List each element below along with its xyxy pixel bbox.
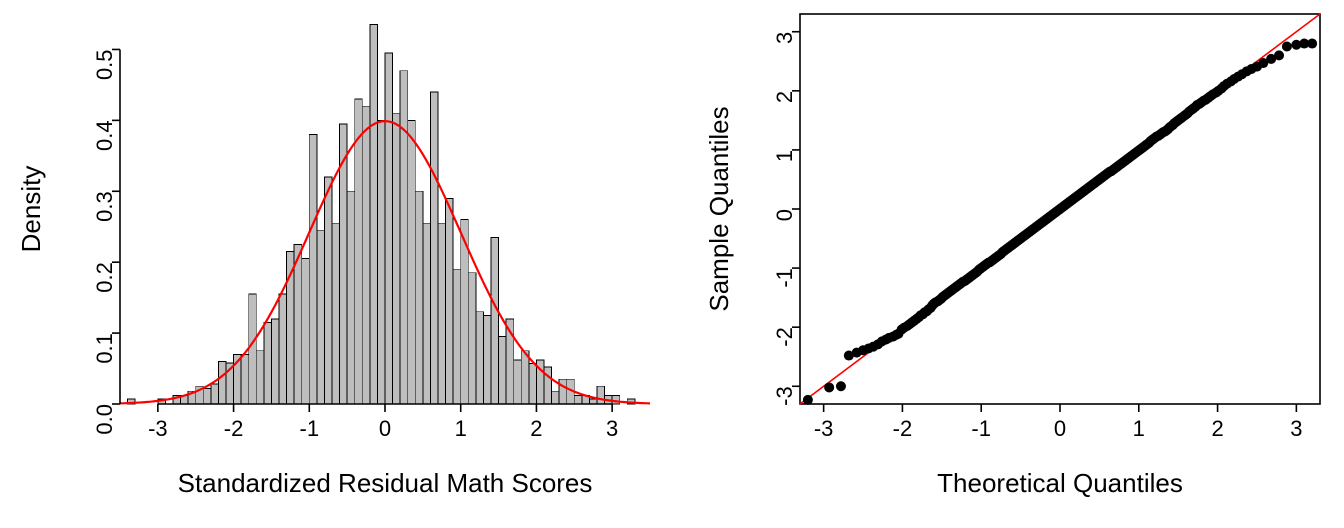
histogram-bar [612,395,620,404]
histogram-bar [317,230,325,404]
histogram-bar [491,237,499,404]
histogram-bar [529,364,537,404]
histogram-bar [408,120,416,404]
histogram-bar [324,177,332,404]
qq-point [1274,50,1284,60]
x-axis-label: Standardized Residual Math Scores [178,468,593,498]
y-axis-label: Sample Quantiles [704,106,734,311]
histogram-bar [559,379,567,404]
x-tick-label: -3 [148,416,168,441]
histogram-bar [264,322,272,404]
y-tick-label: 0.1 [92,333,117,364]
histogram-bar [203,388,211,404]
x-tick-label: 2 [1211,416,1223,441]
x-axis-label: Theoretical Quantiles [937,468,1183,498]
y-tick-label: 3 [772,32,797,44]
x-tick-label: 0 [379,416,391,441]
histogram-bar [241,354,249,404]
histogram-bar [400,71,408,404]
histogram-bar [468,273,476,404]
figure-canvas: -3 -2 -1 0 1 2 3 0.0 0.1 0.2 0.3 0.4 0.5 Standardized… [0,0,1344,528]
qq-point [836,381,846,391]
qq-point [1307,39,1317,49]
y-tick-label: 0.5 [92,49,117,80]
histogram-bar [279,294,287,404]
histogram-bar [521,351,529,404]
histogram-bar [574,395,582,404]
histogram-bar [597,386,605,404]
y-axis-label: Density [16,166,46,253]
x-tick-label: 0 [1054,416,1066,441]
x-tick-label: -2 [893,416,913,441]
x-tick-label: -1 [300,416,320,441]
histogram-bar [218,361,226,404]
histogram-bar [370,25,378,404]
y-tick-label: -3 [772,386,797,406]
y-tick-label: 0 [772,209,797,221]
histogram-bar [309,135,317,404]
histogram-bar [483,315,491,404]
histogram-bar [355,99,363,404]
y-tick-label: 0.3 [92,191,117,222]
histogram-bar [332,223,340,404]
x-tick-label: 3 [1290,416,1302,441]
histogram-bar [453,269,461,404]
histogram-bar [256,351,264,404]
histogram-bar [446,198,454,404]
figure-svg: -3 -2 -1 0 1 2 3 0.0 0.1 0.2 0.3 0.4 0.5 Standardized… [0,0,1344,528]
histogram-panel: -3 -2 -1 0 1 2 3 0.0 0.1 0.2 0.3 0.4 0.5 Standardized… [16,25,650,498]
y-tick-label: 0.4 [92,120,117,151]
x-tick-label: -2 [224,416,244,441]
qq-point [1282,42,1292,52]
histogram-bar [476,312,484,404]
histogram-bar [302,259,310,404]
y-tick-label: -1 [772,268,797,288]
y-tick-label: 2 [772,91,797,103]
y-tick-label: 0.2 [92,262,117,293]
histogram-bar [552,391,560,404]
histogram-bar [415,191,423,404]
histogram-bar [377,120,385,404]
histogram-bar [393,113,401,404]
histogram-bar [499,337,507,404]
histogram-bar [347,191,355,404]
histogram-bar [438,223,446,404]
x-tick-label: 3 [606,416,618,441]
qqplot-panel: -3 -2 -1 0 1 2 3 -3 -2 -1 0 1 2 3 Theoretical Quantile… [704,14,1320,498]
histogram-bar [423,223,431,404]
histogram-bar [249,294,257,404]
x-tick-label: 2 [530,416,542,441]
x-tick-label: -1 [971,416,991,441]
y-tick-label: -2 [772,327,797,347]
y-tick-label: 0.0 [92,404,117,435]
x-tick-label: 1 [1133,416,1145,441]
histogram-bar [271,319,279,404]
histogram-bar [385,53,393,404]
x-tick-label: -3 [814,416,834,441]
histogram-bar [211,384,219,404]
qq-point [803,395,813,405]
x-tick-label: 1 [455,416,467,441]
qq-point [824,382,834,392]
histogram-bar [514,360,522,404]
histogram-bar [294,244,302,404]
y-tick-label: 1 [772,150,797,162]
histogram-bar [430,92,438,404]
histogram-bar [362,106,370,404]
